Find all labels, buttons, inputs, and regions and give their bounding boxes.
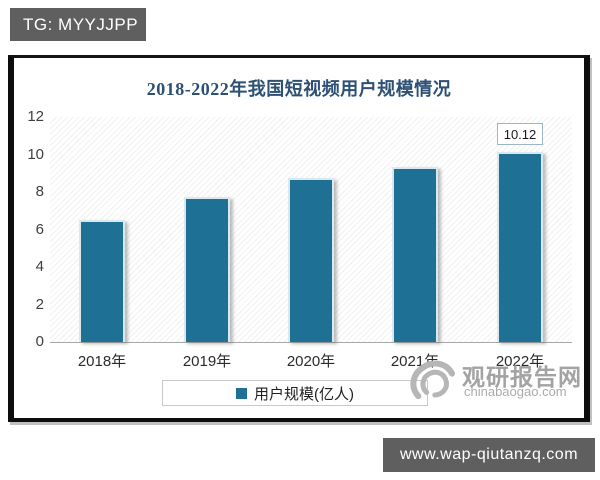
- bar-2021年: [392, 167, 438, 342]
- watermark-site-url: chinabaogao.com: [464, 384, 567, 399]
- plot-area: 10.12: [50, 117, 572, 343]
- website-badge-text: www.wap-qiutanzq.com: [399, 446, 579, 463]
- bar-value-label: 10.12: [497, 123, 543, 145]
- y-tick-label: 6: [35, 220, 44, 238]
- telegram-badge-text: TG: MYYJJPP: [23, 14, 139, 34]
- x-tick-label: 2019年: [182, 353, 232, 370]
- y-tick-label: 4: [35, 258, 44, 275]
- chart-frame: 2018-2022年我国短视频用户规模情况 10.12 0 2 4 6 8 10 12 20…: [8, 55, 590, 422]
- x-tick-label: 2021年: [390, 353, 440, 370]
- x-tick-label: 2020年: [286, 353, 336, 370]
- x-tick-label: 2018年: [77, 353, 127, 370]
- legend-label: 用户规模(亿人): [254, 385, 354, 403]
- bar-2019年: [184, 197, 230, 342]
- y-tick-label: 12: [27, 108, 44, 125]
- website-badge: www.wap-qiutanzq.com: [383, 438, 595, 472]
- legend-swatch-icon: [236, 387, 247, 399]
- bar-2022年: [497, 152, 543, 342]
- legend: 用户规模(亿人): [162, 380, 428, 406]
- y-tick-label: 10: [27, 145, 44, 163]
- bar-2020年: [288, 178, 334, 342]
- x-tick-label: 2022年: [495, 353, 545, 370]
- chart-title: 2018-2022年我国短视频用户规模情况: [146, 79, 452, 99]
- telegram-badge: TG: MYYJJPP: [10, 8, 146, 41]
- y-tick-label: 8: [35, 183, 44, 200]
- y-tick-label: 0: [35, 333, 44, 350]
- bar-2018年: [79, 220, 125, 342]
- y-tick-label: 2: [35, 295, 44, 313]
